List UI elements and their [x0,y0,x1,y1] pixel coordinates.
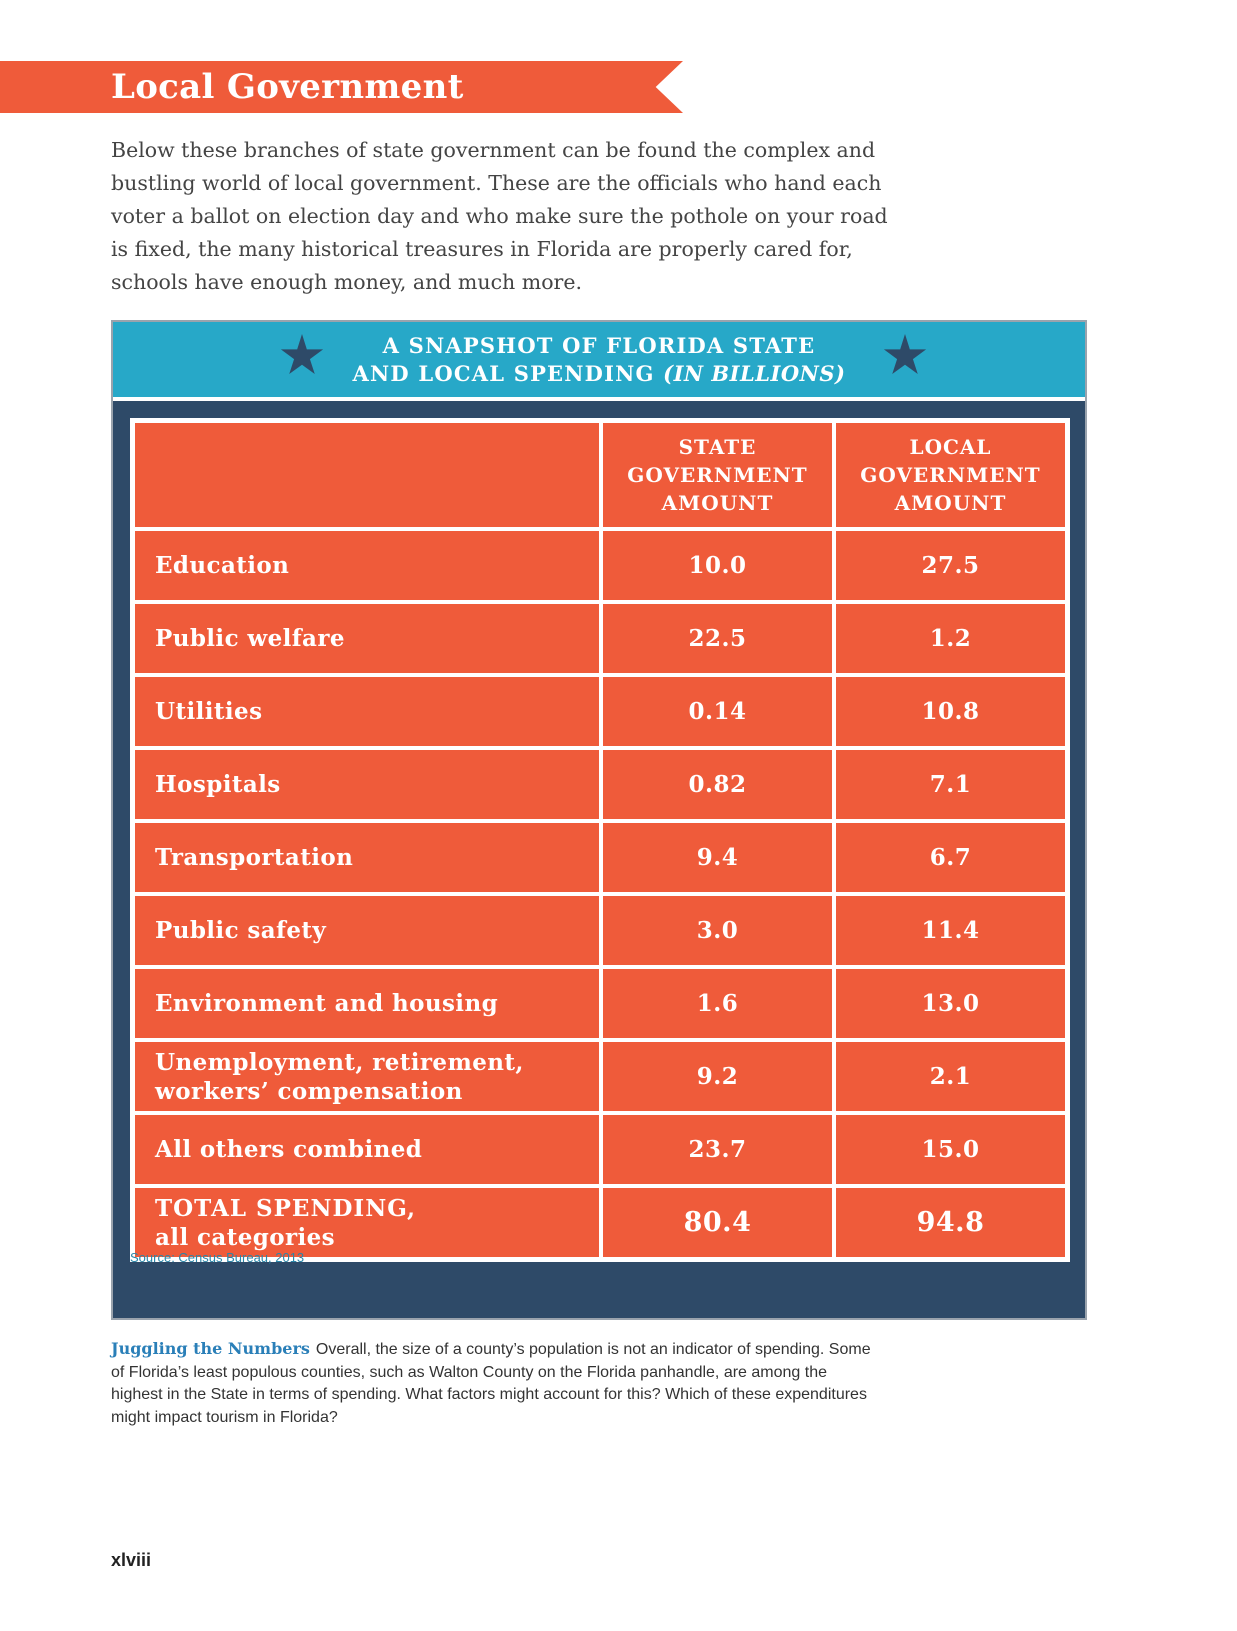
row-state-amount: 9.4 [601,821,834,894]
header-state-amount: STATE GOVERNMENT AMOUNT [601,421,834,529]
table-row: Environment and housing 1.6 13.0 [133,967,1067,1040]
table-row: Utilities 0.14 10.8 [133,675,1067,748]
table-row: Unemployment, retirement, workers’ compe… [133,1040,1067,1113]
row-state-amount: 0.14 [601,675,834,748]
header-blank-cell [133,421,601,529]
table-row: Transportation 9.4 6.7 [133,821,1067,894]
table-total-row: TOTAL SPENDING, all categories 80.4 94.8 [133,1186,1067,1259]
intro-paragraph: Below these branches of state government… [111,138,888,294]
infobox-title-line1: A SNAPSHOT OF FLORIDA STATE [382,333,816,358]
row-state-amount: 3.0 [601,894,834,967]
row-local-amount: 1.2 [833,602,1067,675]
total-label-line1: TOTAL SPENDING, [155,1194,417,1222]
table-header-row: STATE GOVERNMENT AMOUNT LOCAL GOVERNMENT… [133,421,1067,529]
infobox-title-line2: AND LOCAL SPENDING [352,361,655,386]
row-category: Public safety [133,894,601,967]
total-state-amount: 80.4 [601,1186,834,1259]
row-local-amount: 10.8 [833,675,1067,748]
table-row: Hospitals 0.82 7.1 [133,748,1067,821]
row-state-amount: 0.82 [601,748,834,821]
row-local-amount: 7.1 [833,748,1067,821]
table-row: Education 10.0 27.5 [133,529,1067,602]
table-row: Public welfare 22.5 1.2 [133,602,1067,675]
total-local-amount: 94.8 [833,1186,1067,1259]
row-category: Unemployment, retirement, workers’ compe… [133,1040,601,1113]
section-banner: Local Government [0,61,683,113]
infobox-title: A SNAPSHOT OF FLORIDA STATE AND LOCAL SP… [113,332,1085,388]
infobox-title-sub: (IN BILLIONS) [663,361,846,386]
row-category: Utilities [133,675,601,748]
row-category: Transportation [133,821,601,894]
row-category: Environment and housing [133,967,601,1040]
spending-table: STATE GOVERNMENT AMOUNT LOCAL GOVERNMENT… [130,418,1070,1262]
infobox-header: A SNAPSHOT OF FLORIDA STATE AND LOCAL SP… [113,322,1085,401]
row-local-amount: 6.7 [833,821,1067,894]
caption-text: Overall, the size of a county’s populati… [111,1341,871,1426]
row-category: Education [133,529,601,602]
table-row: Public safety 3.0 11.4 [133,894,1067,967]
row-state-amount: 10.0 [601,529,834,602]
total-label-line2: all categories [155,1223,336,1251]
section-title: Local Government [111,67,464,107]
spending-infobox: A SNAPSHOT OF FLORIDA STATE AND LOCAL SP… [111,320,1087,1320]
total-label: TOTAL SPENDING, all categories [133,1186,601,1259]
row-state-amount: 1.6 [601,967,834,1040]
caption-lead: Juggling the Numbers [111,1339,310,1358]
header-local-amount: LOCAL GOVERNMENT AMOUNT [833,421,1067,529]
row-category: Public welfare [133,602,601,675]
table-row: All others combined 23.7 15.0 [133,1113,1067,1186]
source-note: Source: Census Bureau, 2013 [130,1250,305,1265]
row-local-amount: 2.1 [833,1040,1067,1113]
page-number: xlviii [111,1550,152,1570]
row-category: Hospitals [133,748,601,821]
row-local-amount: 15.0 [833,1113,1067,1186]
row-category: All others combined [133,1113,601,1186]
row-state-amount: 23.7 [601,1113,834,1186]
caption: Juggling the Numbers Overall, the size of… [111,1338,871,1429]
row-state-amount: 22.5 [601,602,834,675]
row-local-amount: 11.4 [833,894,1067,967]
row-local-amount: 27.5 [833,529,1067,602]
row-local-amount: 13.0 [833,967,1067,1040]
row-state-amount: 9.2 [601,1040,834,1113]
